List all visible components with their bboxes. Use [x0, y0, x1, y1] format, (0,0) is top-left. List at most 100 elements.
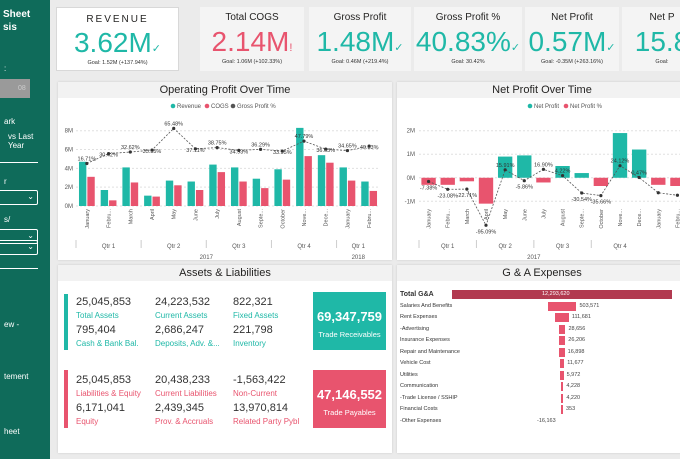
revenue-bar: [144, 195, 152, 206]
kpi-card: Total COGS 2.14M! Goal: 1.06M (+102.33%): [200, 7, 304, 71]
cogs-bar: [304, 156, 312, 206]
cogs-bar: [109, 200, 117, 206]
revenue-bar: [274, 169, 282, 206]
trade-payables-label: Trade Payables: [323, 408, 376, 417]
net-profit-pct-point: [522, 179, 526, 183]
net-profit-pct-point: [560, 174, 565, 178]
metric-value: 24,223,532: [155, 296, 211, 308]
nav-link-sheet[interactable]: heet: [4, 427, 20, 436]
kpi-value: 15.8: [622, 25, 680, 65]
kpi-label: Net Profit: [551, 12, 593, 23]
nav-link-overview[interactable]: ew -: [4, 320, 20, 329]
net-profit-chart: Net Profit Net Profit % -1M 0M 1M 2M January Fe…: [405, 103, 680, 260]
x-category-label: January: [85, 209, 91, 229]
cogs-bar: [261, 188, 269, 206]
trend-icon: ✓: [151, 43, 162, 55]
x-category-label: April: [150, 209, 156, 220]
gross-profit-data-label: 35.35%: [143, 149, 162, 155]
net-profit-pct-label: -95.09%: [476, 229, 497, 235]
y-tick-label: 8M: [65, 129, 73, 135]
operating-profit-chart: Revenue COGS Gross Profit % 0M 2M 4M 6M 8M Janua…: [65, 103, 380, 260]
net-profit-pct-point: [656, 191, 660, 195]
x-category-label: June: [522, 209, 528, 221]
legend-marker: [230, 103, 236, 109]
slicer-dropdown-2[interactable]: ⌄: [0, 229, 38, 244]
nav-link-statement[interactable]: tement: [4, 372, 29, 381]
date-filter-box[interactable]: 08: [0, 79, 30, 98]
ga-category-label: -Advertising: [400, 325, 430, 332]
ga-value: 11,677: [567, 360, 584, 366]
y-tick-label: 4M: [65, 166, 73, 172]
liabilities-accent-bar: [64, 370, 68, 428]
metric-label: Related Party Pybl: [233, 417, 300, 426]
revenue-bar: [361, 181, 369, 206]
metric-value: 2,686,247: [155, 324, 204, 336]
ga-category-label: Salaries And Benefits: [400, 302, 453, 309]
net-profit-pct-point: [580, 191, 584, 195]
revenue-bar: [252, 178, 261, 206]
metric-value: 20,438,233: [155, 374, 211, 386]
kpi-label: Gross Profit: [333, 12, 387, 23]
quarter-label: Qtr 3: [232, 244, 246, 250]
kpi-value-text: 3.62M: [73, 27, 152, 58]
quarter-label: Qtr 4: [297, 244, 311, 250]
gross-profit-point: [302, 139, 306, 143]
x-category-label: Dece...: [637, 209, 643, 227]
gross-profit-line: [86, 127, 370, 164]
compare-option[interactable]: vs Last Year: [8, 132, 34, 150]
x-category-label: Febru...: [675, 209, 680, 228]
cogs-bar: [239, 181, 247, 206]
gross-profit-point: [128, 150, 132, 154]
net-profit-bar: [651, 177, 666, 185]
gross-profit-point: [367, 144, 371, 148]
quarter-label: Qtr 3: [556, 244, 570, 250]
gross-profit-point: [258, 147, 263, 151]
net-profit-bar: [574, 173, 589, 178]
revenue-bar: [339, 167, 347, 206]
metric-label: Liabilities & Equity: [76, 389, 141, 398]
y-tick-label: -1M: [405, 199, 415, 205]
kpi-value: 2.14M!: [200, 25, 304, 65]
kpi-card: REVENUE 3.62M✓ Goal: 1.52M (+137.94%): [56, 7, 179, 71]
x-category-label: Nove...: [618, 209, 624, 227]
kpi-card: Net P 15.8 Goal:: [622, 7, 680, 71]
y-tick-label: 0M: [407, 176, 415, 182]
gross-profit-data-label: 34.93%: [230, 149, 249, 155]
ga-value: 111,681: [571, 314, 591, 320]
ga-category-label: Repair and Maintenance: [400, 348, 460, 355]
x-category-label: May: [172, 209, 178, 220]
year-label: 2017: [200, 255, 214, 260]
x-category-label: July: [215, 209, 221, 219]
net-profit-bar: [631, 149, 647, 178]
slicer-label-2: s/: [4, 215, 11, 224]
slicer-dropdown-1[interactable]: ⌄: [0, 190, 38, 205]
net-profit-pct-point: [446, 187, 450, 191]
legend-label: Net Profit: [534, 104, 559, 110]
gross-profit-data-label: 34.65%: [338, 144, 357, 150]
metric-value: 6,171,041: [76, 402, 125, 414]
revenue-bar: [209, 164, 217, 206]
cogs-bar: [195, 190, 204, 206]
gross-profit-data-label: 38.75%: [208, 141, 227, 147]
gross-profit-point: [172, 126, 176, 130]
ga-value: 4,220: [566, 394, 581, 401]
metric-label: Current Assets: [155, 311, 208, 320]
kpi-goal: Goal:: [655, 59, 669, 65]
legend-marker: [204, 103, 210, 109]
ga-category-label: Utilities: [400, 371, 418, 378]
metric-value: 25,045,853: [76, 296, 132, 308]
x-category-label: Septe...: [259, 209, 265, 228]
net-profit-pct-label: -5.86%: [516, 185, 534, 191]
kpi-value: 40.83%✓: [414, 25, 522, 65]
quarter-label: Qtr 2: [498, 244, 512, 250]
cogs-bar: [369, 190, 378, 206]
cogs-bar: [217, 172, 226, 206]
gross-profit-point: [85, 161, 89, 166]
x-category-label: August: [561, 209, 567, 227]
net-profit-pct-label: 16.90%: [534, 162, 553, 168]
metric-value: 2,439,345: [155, 402, 204, 414]
x-category-label: Febru...: [367, 209, 373, 228]
ga-value: 4,228: [566, 383, 581, 389]
slicer-dropdown-3[interactable]: ⌄: [0, 240, 38, 255]
net-profit-bar: [517, 155, 532, 178]
